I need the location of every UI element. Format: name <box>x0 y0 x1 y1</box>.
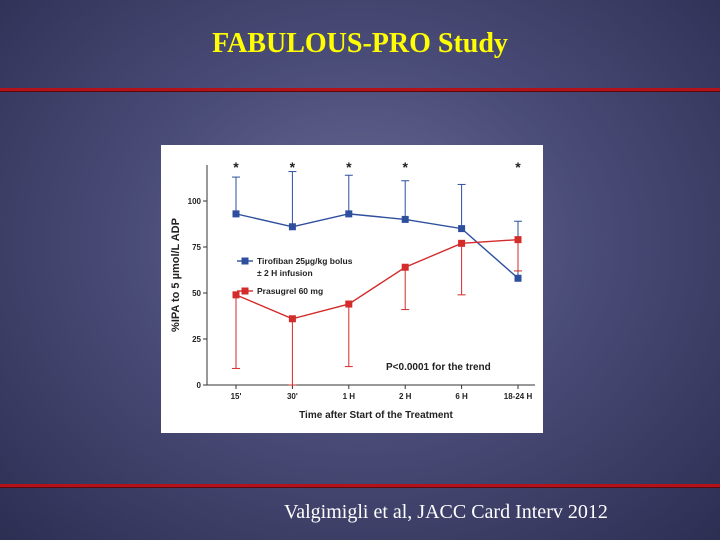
slide-title: FABULOUS-PRO Study <box>212 28 508 59</box>
series-2-point <box>458 239 466 247</box>
line-chart: 0 25 50 75 100 15' 30' 1 H 2 H 6 H 18-24 H Time aft… <box>170 159 535 421</box>
series-2-point <box>514 236 522 244</box>
series-line-2 <box>235 238 519 320</box>
bottom-divider <box>0 484 720 487</box>
series-1-point <box>458 225 466 233</box>
legend-label: Tirofiban 25µg/kg bolus <box>257 256 353 266</box>
y-tick-label: 100 <box>188 197 202 206</box>
significance-mark: * <box>290 159 296 175</box>
series-1-point <box>514 274 522 282</box>
significance-mark: * <box>515 159 521 175</box>
x-tick-label: 15' <box>231 392 242 401</box>
significance-mark: * <box>402 159 408 175</box>
series-1-point <box>232 210 240 218</box>
series-1-point <box>401 215 409 223</box>
y-tick-label: 25 <box>192 335 201 344</box>
significance-mark: * <box>233 159 239 175</box>
series-1-point <box>345 210 353 218</box>
series-2-point <box>345 300 353 308</box>
series-1-point <box>288 223 296 231</box>
p-value-annotation: P<0.0001 for the trend <box>386 362 491 373</box>
x-axis-title: Time after Start of the Treatment <box>299 410 453 421</box>
x-tick-label: 6 H <box>455 392 468 401</box>
x-tick-label: 18-24 H <box>504 392 533 401</box>
series-2-point <box>232 291 240 299</box>
legend-label: Prasugrel 60 mg <box>257 286 323 296</box>
series-line-1 <box>235 213 519 279</box>
y-tick-label: 0 <box>197 381 202 390</box>
top-divider <box>0 88 720 91</box>
y-axis-title: %IPA to 5 µmol/L ADP <box>170 218 182 332</box>
legend-label: ± 2 H infusion <box>257 268 313 278</box>
significance-mark: * <box>346 159 352 175</box>
chart-panel: 0 25 50 75 100 15' 30' 1 H 2 H 6 H 18-24 H Time aft… <box>161 145 543 433</box>
series-2-point <box>288 315 296 323</box>
legend-marker-1 <box>241 257 249 265</box>
citation: Valgimigli et al, JACC Card Interv 2012 <box>284 501 608 523</box>
y-tick-label: 50 <box>192 289 201 298</box>
x-tick-label: 1 H <box>343 392 356 401</box>
series-2-point <box>401 263 409 271</box>
x-tick-label: 30' <box>287 392 298 401</box>
legend-marker-2 <box>241 287 249 295</box>
x-tick-label: 2 H <box>399 392 412 401</box>
y-tick-label: 75 <box>192 243 201 252</box>
